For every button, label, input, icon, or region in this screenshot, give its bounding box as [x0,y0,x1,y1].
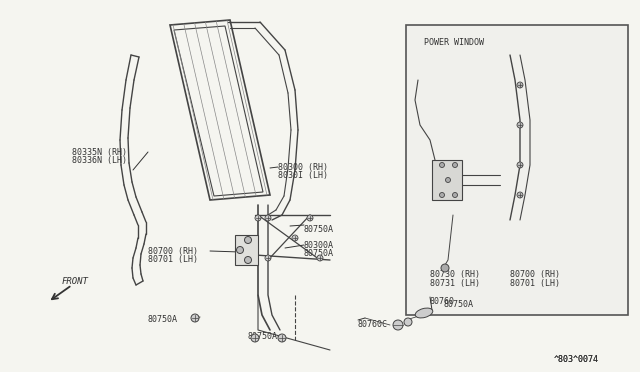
Text: ^803^0074: ^803^0074 [554,355,599,364]
Circle shape [517,122,523,128]
Circle shape [237,247,243,253]
Circle shape [517,192,523,198]
Circle shape [255,215,261,221]
Text: 80700 (RH): 80700 (RH) [148,247,198,256]
Text: 80701 (LH): 80701 (LH) [148,255,198,264]
Bar [406,25,628,315]
Text: 8030I (LH): 8030I (LH) [278,171,328,180]
Circle shape [244,257,252,263]
Circle shape [317,255,323,261]
Text: 80760C: 80760C [358,320,388,329]
Circle shape [265,255,271,261]
Circle shape [251,334,259,342]
Text: 80300 (RH): 80300 (RH) [278,163,328,172]
Text: FRONT: FRONT [62,277,89,286]
Text: 80701 (LH): 80701 (LH) [510,279,560,288]
Circle shape [278,334,286,342]
Polygon shape [235,235,258,265]
Circle shape [452,192,458,198]
Text: 80731 (LH): 80731 (LH) [430,279,480,288]
Text: POWER WINDOW: POWER WINDOW [424,38,484,47]
Circle shape [445,177,451,183]
Circle shape [404,318,412,326]
Circle shape [517,162,523,168]
Ellipse shape [415,308,433,318]
Circle shape [191,314,199,322]
Text: 80750A: 80750A [304,225,334,234]
Circle shape [517,82,523,88]
Text: 80750A: 80750A [248,332,278,341]
Text: 80336N (LH): 80336N (LH) [72,156,127,165]
Text: 80750A: 80750A [148,315,178,324]
Polygon shape [432,160,462,200]
Circle shape [440,192,445,198]
Circle shape [440,163,445,167]
Text: ^803^0074: ^803^0074 [554,355,599,364]
Circle shape [393,320,403,330]
Circle shape [441,264,449,272]
Text: 80335N (RH): 80335N (RH) [72,148,127,157]
Text: 80750A: 80750A [444,300,474,309]
Circle shape [452,163,458,167]
Circle shape [265,215,271,221]
Circle shape [244,237,252,244]
Text: 80700 (RH): 80700 (RH) [510,270,560,279]
Text: 80300A: 80300A [304,241,334,250]
Text: 80750A: 80750A [304,249,334,258]
Text: 80730 (RH): 80730 (RH) [430,270,480,279]
Circle shape [307,215,313,221]
Circle shape [292,235,298,241]
Text: 80760: 80760 [430,297,455,306]
